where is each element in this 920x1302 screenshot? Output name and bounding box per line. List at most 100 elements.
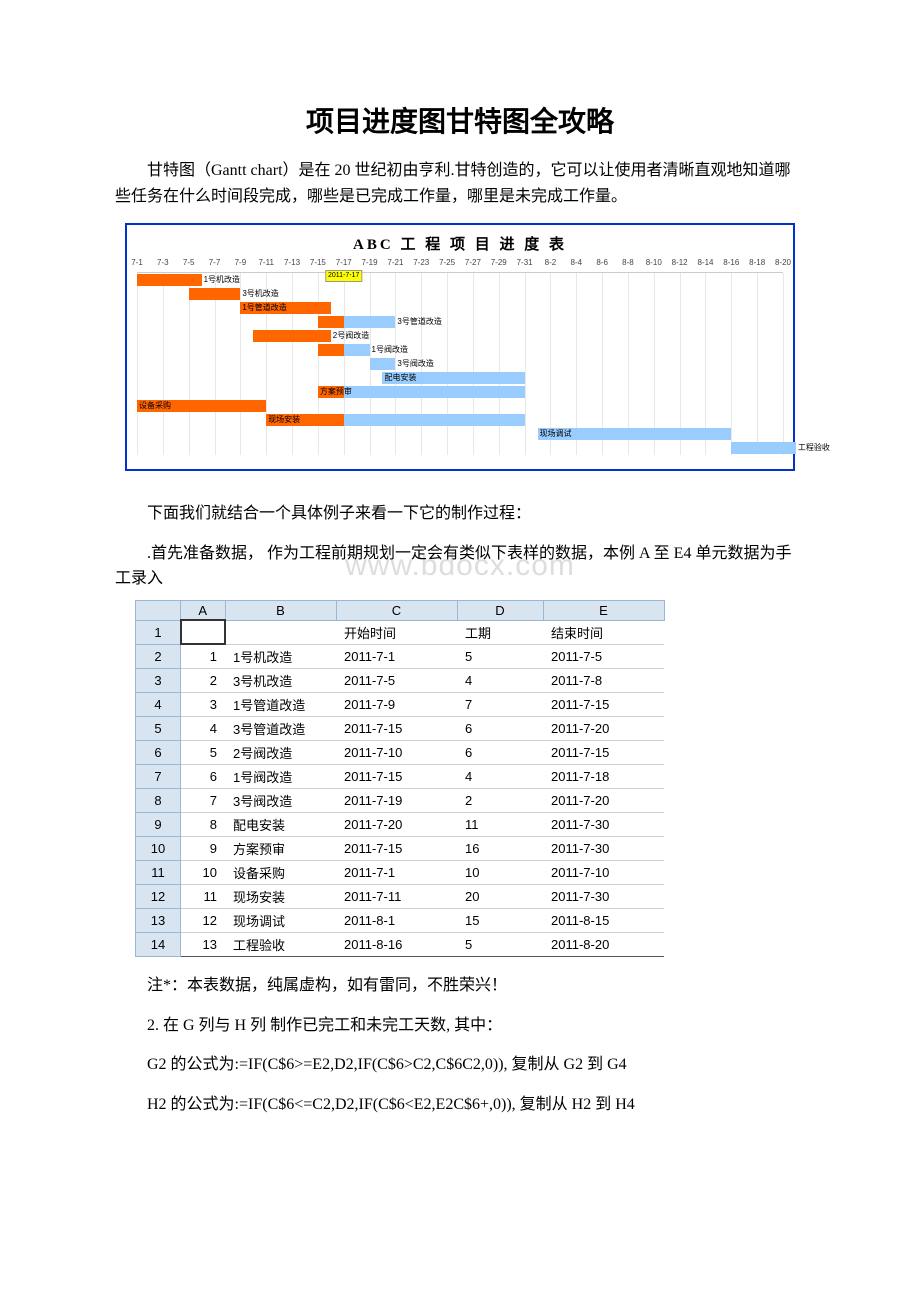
axis-tick: 8-12 — [672, 258, 688, 267]
table-cell: 5 — [457, 644, 543, 668]
page-title: 项目进度图甘特图全攻略 — [115, 100, 805, 140]
table-cell: 2011-8-16 — [336, 932, 457, 956]
table-cell: 1号管道改造 — [225, 692, 336, 716]
bar-remaining — [344, 344, 370, 356]
axis-tick: 7-21 — [387, 258, 403, 267]
gantt-row: 配电安装 — [137, 371, 783, 385]
axis-tick: 7-15 — [310, 258, 326, 267]
formula-h: H2 的公式为:=IF(C$6<=C2,D2,IF(C$6<E2,E2C$6+,… — [115, 1092, 805, 1118]
col-head: E — [543, 600, 664, 620]
intro-paragraph: 甘特图（Gantt chart）是在 20 世纪初由亨利.甘特创造的，它可以让使… — [115, 158, 805, 209]
axis-tick: 8-14 — [697, 258, 713, 267]
axis-tick: 7-13 — [284, 258, 300, 267]
table-cell: 8 — [181, 812, 226, 836]
bar-remaining — [370, 358, 396, 370]
grid-line — [783, 273, 784, 455]
table-cell: 1号机改造 — [225, 644, 336, 668]
row-head: 2 — [136, 644, 181, 668]
table-cell: 4 — [181, 716, 226, 740]
gantt-row: 1号管道改造 — [137, 301, 783, 315]
gantt-row: 现场调试 — [137, 427, 783, 441]
data-table: ABCDE1开始时间工期结束时间211号机改造2011-7-152011-7-5… — [135, 600, 665, 957]
gantt-row-label: 2号阀改造 — [333, 330, 369, 341]
axis-tick: 7-31 — [517, 258, 533, 267]
axis-tick: 8-4 — [570, 258, 582, 267]
gantt-row-label: 方案预审 — [320, 386, 352, 397]
table-cell: 工期 — [457, 620, 543, 644]
table-cell: 2011-7-15 — [336, 836, 457, 860]
table-cell: 设备采购 — [225, 860, 336, 884]
table-cell: 4 — [457, 668, 543, 692]
axis-tick: 8-16 — [723, 258, 739, 267]
table-cell: 现场安装 — [225, 884, 336, 908]
axis-tick: 7-25 — [439, 258, 455, 267]
table-cell: 方案预审 — [225, 836, 336, 860]
table-cell: 6 — [457, 740, 543, 764]
today-marker: 2011-7-17 — [325, 270, 362, 282]
table-cell: 2011-7-30 — [543, 812, 664, 836]
table-cell: 2 — [457, 788, 543, 812]
table-row: 873号阀改造2011-7-1922011-7-20 — [136, 788, 665, 812]
table-cell: 2011-7-9 — [336, 692, 457, 716]
table-row: 1110设备采购2011-7-1102011-7-10 — [136, 860, 665, 884]
gantt-body: 1号机改造2011-7-173号机改造1号管道改造3号管道改造2号阀改造1号阀改… — [137, 273, 783, 455]
table-cell: 5 — [457, 932, 543, 956]
row-head: 7 — [136, 764, 181, 788]
col-head: D — [457, 600, 543, 620]
axis-tick: 7-29 — [491, 258, 507, 267]
axis-tick: 8-2 — [545, 258, 557, 267]
table-cell: 2号阀改造 — [225, 740, 336, 764]
row-head: 12 — [136, 884, 181, 908]
row-head: 6 — [136, 740, 181, 764]
gantt-row-label: 1号管道改造 — [242, 302, 286, 313]
col-head: A — [181, 600, 226, 620]
table-cell: 2011-7-10 — [543, 860, 664, 884]
table-cell: 现场调试 — [225, 908, 336, 932]
table-row: 543号管道改造2011-7-1562011-7-20 — [136, 716, 665, 740]
gantt-row-label: 3号管道改造 — [397, 316, 441, 327]
formula-g: G2 的公式为:=IF(C$6>=E2,D2,IF(C$6>C2,C$6C2,0… — [115, 1052, 805, 1078]
row-head: 4 — [136, 692, 181, 716]
bar-remaining — [344, 386, 525, 398]
table-cell: 6 — [457, 716, 543, 740]
table-cell: 2011-7-20 — [543, 788, 664, 812]
table-cell: 配电安装 — [225, 812, 336, 836]
row-head: 8 — [136, 788, 181, 812]
table-cell: 13 — [181, 932, 226, 956]
table-cell: 2011-7-15 — [543, 692, 664, 716]
table-cell: 2011-7-5 — [336, 668, 457, 692]
table-cell — [181, 620, 226, 644]
table-cell — [225, 620, 336, 644]
step2-paragraph: 2. 在 G 列与 H 列 制作已完工和未完工天数, 其中： — [115, 1013, 805, 1039]
gantt-row: 工程验收 — [137, 441, 783, 455]
table-cell: 2011-7-8 — [543, 668, 664, 692]
table-row: 652号阀改造2011-7-1062011-7-15 — [136, 740, 665, 764]
col-head: B — [225, 600, 336, 620]
bar-completed — [318, 316, 344, 328]
table-cell: 2011-7-20 — [543, 716, 664, 740]
axis-tick: 7-11 — [258, 258, 273, 267]
axis-tick: 7-17 — [336, 258, 352, 267]
gantt-row-label: 1号阀改造 — [372, 344, 408, 355]
table-cell: 2011-7-1 — [336, 644, 457, 668]
paragraph-2: 下面我们就结合一个具体例子来看一下它的制作过程： — [115, 501, 805, 527]
col-head: C — [336, 600, 457, 620]
table-row: 211号机改造2011-7-152011-7-5 — [136, 644, 665, 668]
axis-tick: 7-19 — [362, 258, 378, 267]
gantt-chart: ABC 工 程 项 目 进 度 表 7-17-37-57-77-97-117-1… — [125, 223, 795, 471]
table-cell: 2011-7-30 — [543, 884, 664, 908]
table-cell: 2011-7-15 — [336, 764, 457, 788]
table-row: 761号阀改造2011-7-1542011-7-18 — [136, 764, 665, 788]
table-cell: 11 — [457, 812, 543, 836]
table-cell: 2011-7-15 — [336, 716, 457, 740]
row-head: 10 — [136, 836, 181, 860]
table-cell: 1号阀改造 — [225, 764, 336, 788]
table-row: 98配电安装2011-7-20112011-7-30 — [136, 812, 665, 836]
gantt-row-label: 1号机改造 — [204, 274, 240, 285]
gantt-row: 3号管道改造 — [137, 315, 783, 329]
row-head: 3 — [136, 668, 181, 692]
table-cell: 20 — [457, 884, 543, 908]
gantt-row: 2号阀改造 — [137, 329, 783, 343]
axis-tick: 8-8 — [622, 258, 634, 267]
table-row: 1413工程验收2011-8-1652011-8-20 — [136, 932, 665, 956]
